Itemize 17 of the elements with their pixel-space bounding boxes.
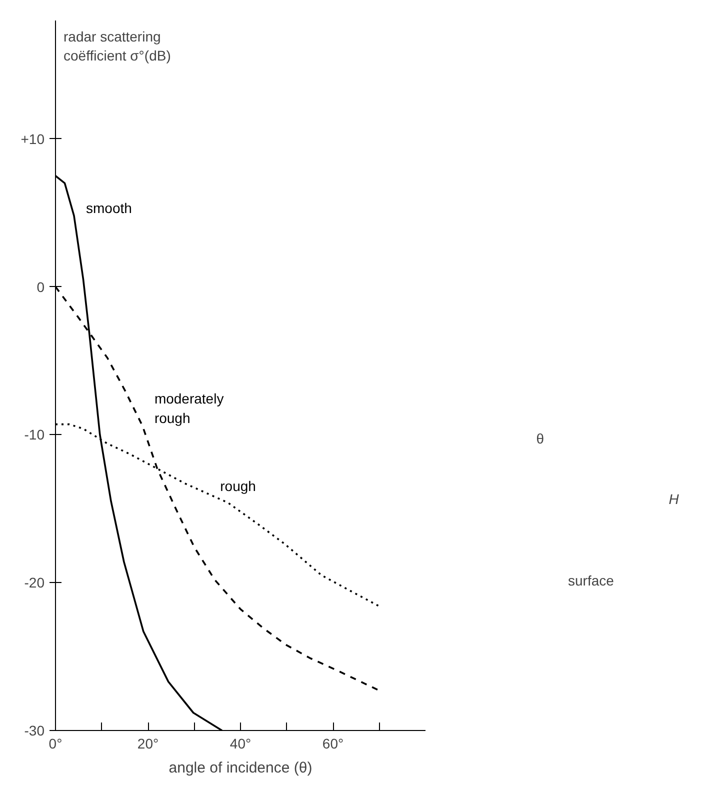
y-tick-label: -10 [24, 426, 45, 443]
y-tick-label: -30 [24, 722, 45, 738]
y-tick-label: +10 [20, 130, 45, 147]
series-label: rough [220, 478, 256, 494]
series-label: smooth [86, 200, 132, 216]
x-axis-title: angle of incidence (θ) [168, 760, 312, 776]
x-tick-label: 40° [230, 736, 252, 752]
x-tick-label: 60° [322, 736, 344, 752]
x-tick-label: 0° [48, 736, 62, 752]
text: surface [568, 572, 614, 588]
y-tick-label: -20 [24, 574, 45, 591]
text: H [668, 490, 680, 507]
text: θ [536, 430, 544, 446]
x-tick-label: 20° [137, 736, 159, 752]
y-tick-label: 0 [36, 278, 45, 295]
series-label: moderately rough [154, 390, 224, 426]
y-axis-title: radar scattering coëfficient σ°(dB) [64, 28, 171, 64]
